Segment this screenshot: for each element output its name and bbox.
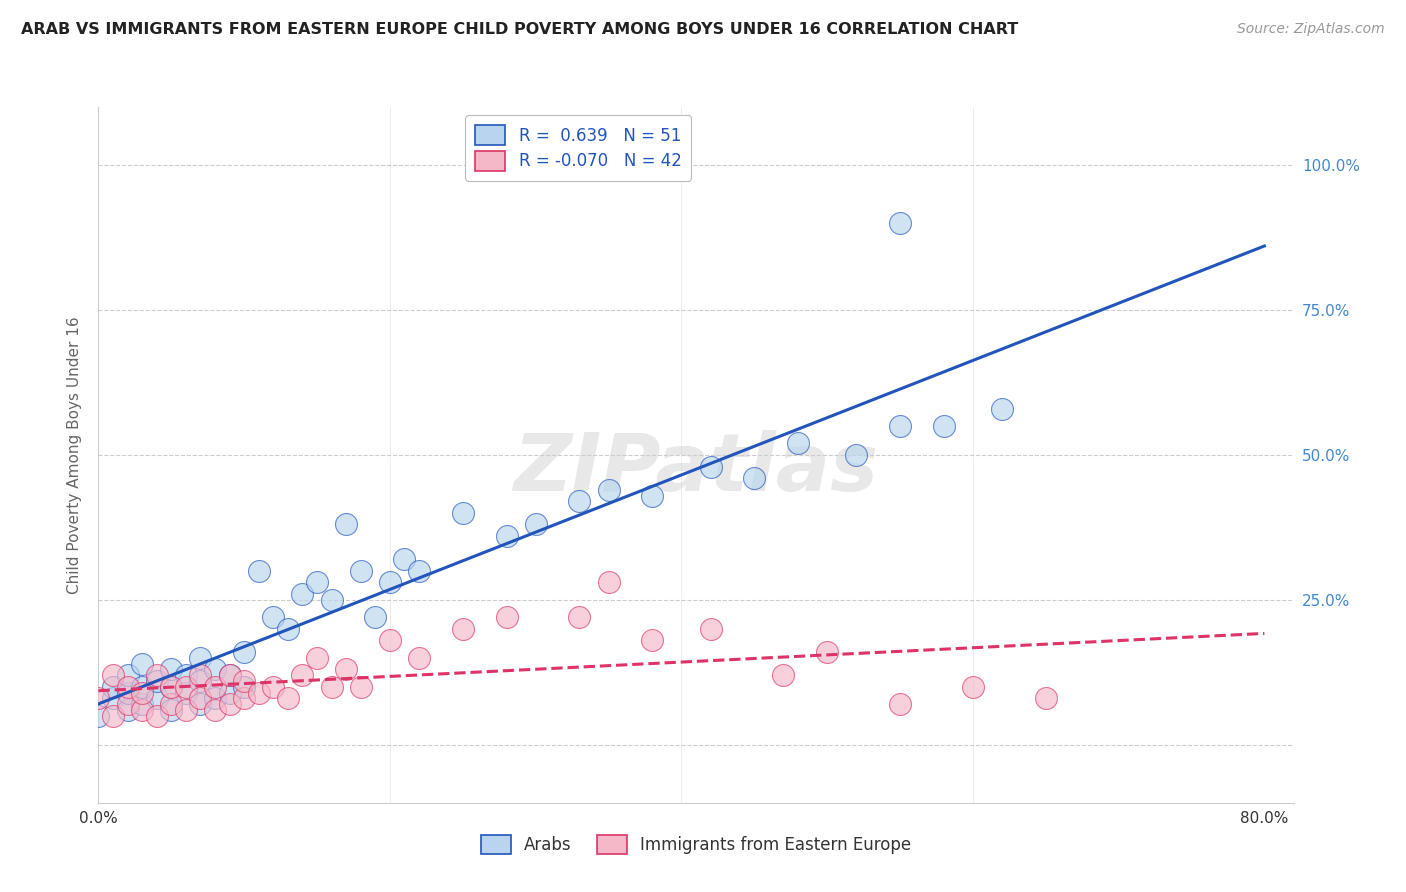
- Point: [291, 587, 314, 601]
- Point: [742, 471, 765, 485]
- Point: [160, 662, 183, 677]
- Point: [101, 691, 124, 706]
- Point: [378, 575, 401, 590]
- Y-axis label: Child Poverty Among Boys Under 16: Child Poverty Among Boys Under 16: [66, 316, 82, 594]
- Point: [218, 668, 240, 682]
- Point: [145, 668, 167, 682]
- Point: [305, 575, 328, 590]
- Point: [932, 418, 955, 433]
- Point: [233, 645, 256, 659]
- Point: [204, 680, 226, 694]
- Point: [641, 489, 664, 503]
- Point: [277, 622, 299, 636]
- Point: [131, 698, 153, 712]
- Point: [117, 698, 139, 712]
- Point: [335, 517, 357, 532]
- Point: [190, 668, 212, 682]
- Point: [495, 610, 517, 624]
- Point: [204, 662, 226, 677]
- Point: [160, 698, 183, 712]
- Point: [145, 708, 167, 723]
- Point: [321, 680, 343, 694]
- Point: [247, 686, 270, 700]
- Point: [772, 668, 794, 682]
- Point: [305, 651, 328, 665]
- Point: [131, 703, 153, 717]
- Point: [845, 448, 868, 462]
- Point: [233, 680, 256, 694]
- Point: [568, 494, 591, 508]
- Point: [145, 691, 167, 706]
- Point: [262, 680, 284, 694]
- Point: [233, 674, 256, 689]
- Point: [889, 698, 911, 712]
- Point: [815, 645, 838, 659]
- Point: [991, 401, 1014, 416]
- Point: [145, 674, 167, 689]
- Point: [699, 622, 721, 636]
- Point: [174, 680, 197, 694]
- Point: [350, 564, 373, 578]
- Point: [364, 610, 387, 624]
- Point: [190, 698, 212, 712]
- Point: [131, 680, 153, 694]
- Point: [889, 216, 911, 230]
- Point: [117, 686, 139, 700]
- Text: ZIPatlas: ZIPatlas: [513, 430, 879, 508]
- Point: [889, 418, 911, 433]
- Point: [131, 686, 153, 700]
- Point: [204, 691, 226, 706]
- Point: [174, 668, 197, 682]
- Point: [131, 657, 153, 671]
- Point: [174, 686, 197, 700]
- Point: [408, 651, 430, 665]
- Point: [699, 459, 721, 474]
- Point: [451, 506, 474, 520]
- Point: [787, 436, 810, 450]
- Point: [408, 564, 430, 578]
- Point: [190, 691, 212, 706]
- Point: [598, 483, 620, 497]
- Point: [247, 564, 270, 578]
- Point: [190, 651, 212, 665]
- Point: [218, 686, 240, 700]
- Point: [262, 610, 284, 624]
- Point: [160, 703, 183, 717]
- Point: [495, 529, 517, 543]
- Point: [117, 668, 139, 682]
- Point: [174, 703, 197, 717]
- Legend: Arabs, Immigrants from Eastern Europe: Arabs, Immigrants from Eastern Europe: [471, 825, 921, 864]
- Point: [218, 698, 240, 712]
- Point: [160, 680, 183, 694]
- Text: ARAB VS IMMIGRANTS FROM EASTERN EUROPE CHILD POVERTY AMONG BOYS UNDER 16 CORRELA: ARAB VS IMMIGRANTS FROM EASTERN EUROPE C…: [21, 22, 1018, 37]
- Text: Source: ZipAtlas.com: Source: ZipAtlas.com: [1237, 22, 1385, 37]
- Point: [190, 674, 212, 689]
- Point: [598, 575, 620, 590]
- Point: [1035, 691, 1057, 706]
- Point: [394, 552, 416, 566]
- Point: [568, 610, 591, 624]
- Point: [962, 680, 984, 694]
- Point: [117, 703, 139, 717]
- Point: [277, 691, 299, 706]
- Point: [87, 691, 110, 706]
- Point: [451, 622, 474, 636]
- Point: [101, 668, 124, 682]
- Point: [160, 680, 183, 694]
- Point: [101, 680, 124, 694]
- Point: [641, 633, 664, 648]
- Point: [378, 633, 401, 648]
- Point: [117, 680, 139, 694]
- Point: [204, 703, 226, 717]
- Point: [524, 517, 547, 532]
- Point: [101, 708, 124, 723]
- Point: [321, 592, 343, 607]
- Point: [350, 680, 373, 694]
- Point: [291, 668, 314, 682]
- Point: [233, 691, 256, 706]
- Point: [218, 668, 240, 682]
- Point: [87, 708, 110, 723]
- Point: [335, 662, 357, 677]
